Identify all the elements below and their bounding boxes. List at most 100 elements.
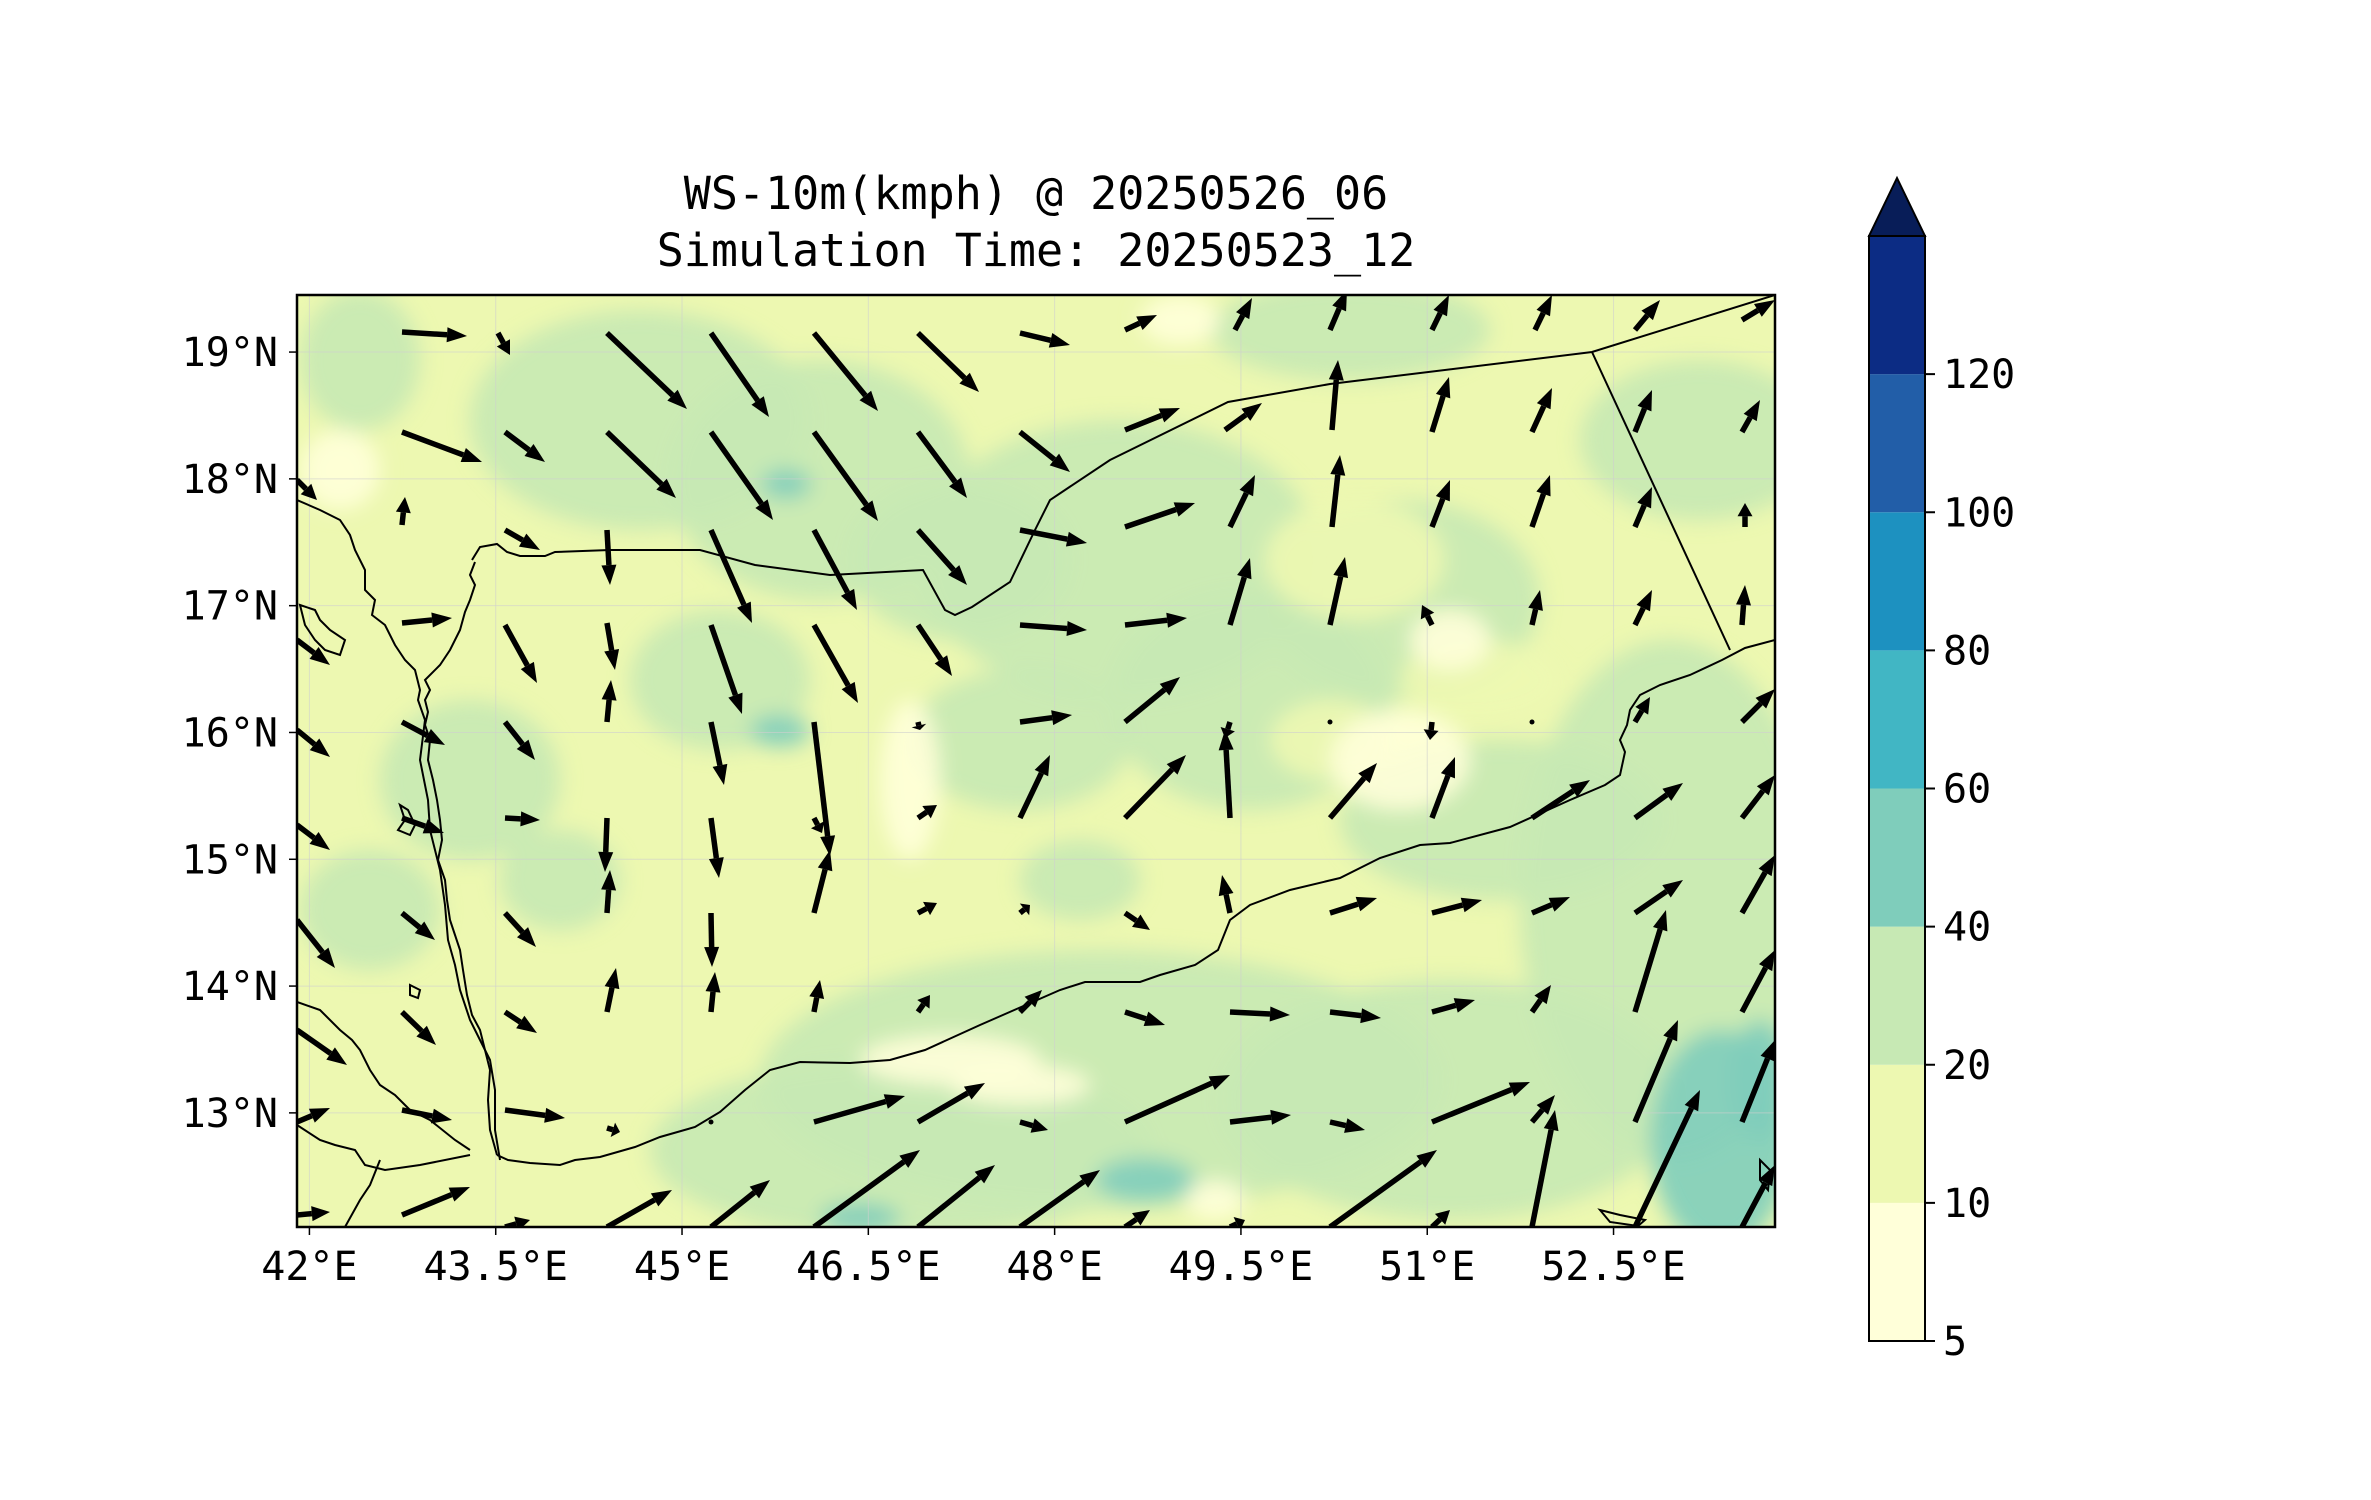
wind-arrow bbox=[811, 331, 878, 411]
wind-arrow bbox=[811, 528, 857, 610]
wind-arrow bbox=[1529, 719, 1535, 725]
colorbar-segment bbox=[1869, 926, 1925, 1065]
wind-arrow bbox=[601, 529, 617, 585]
wind-arrow bbox=[1430, 1210, 1450, 1227]
wind-arrow bbox=[604, 622, 620, 670]
lat-lon-gridlines bbox=[297, 295, 1775, 1227]
wind-arrow bbox=[1328, 360, 1344, 431]
wind-arrow bbox=[915, 430, 967, 498]
wind-arrow bbox=[1632, 390, 1652, 434]
y-tick-label: 18°N bbox=[182, 457, 278, 503]
wind-arrow bbox=[1124, 612, 1187, 628]
wind-arrow bbox=[1218, 730, 1234, 819]
wind-arrow bbox=[503, 1009, 537, 1033]
x-tick-label: 46.5°E bbox=[796, 1244, 941, 1290]
wind-arrow bbox=[812, 1150, 920, 1227]
wind-arrow bbox=[1327, 557, 1349, 626]
wind-arrow bbox=[401, 612, 452, 628]
wind-arrow bbox=[297, 478, 317, 500]
colorbar-segment bbox=[1869, 236, 1925, 375]
wind-arrow bbox=[1328, 1150, 1437, 1227]
wind-arrow bbox=[708, 430, 773, 520]
wind-arrow bbox=[502, 911, 536, 947]
wind-arrow bbox=[708, 817, 724, 878]
wind-arrow bbox=[1429, 295, 1449, 332]
wind-arrow bbox=[1329, 455, 1346, 528]
colorbar: 5 10 20 40 60 80 100 120 bbox=[1867, 175, 2015, 1365]
wind-arrow bbox=[1529, 388, 1552, 434]
wind-arrow bbox=[601, 680, 617, 723]
wind-arrow bbox=[604, 968, 620, 1013]
wind-arrow bbox=[1124, 1009, 1165, 1026]
wind-speed-contour-fill bbox=[300, 295, 1775, 1227]
wind-arrow bbox=[1123, 1075, 1230, 1125]
wind-arrow bbox=[915, 623, 952, 676]
wind-arrow bbox=[1431, 998, 1475, 1015]
wind-arrow bbox=[1736, 585, 1751, 626]
wind-arrow bbox=[708, 528, 752, 623]
wind-arrow bbox=[1018, 990, 1042, 1014]
wind-arrow bbox=[1423, 721, 1439, 740]
wind-arrow bbox=[811, 721, 836, 856]
wind-arrow bbox=[915, 995, 930, 1014]
wind-arrow bbox=[503, 527, 540, 550]
colorbar-tick-label: 60 bbox=[1943, 767, 1991, 813]
wind-arrow bbox=[911, 721, 927, 730]
wind-arrow bbox=[400, 719, 445, 745]
wind-arrow bbox=[708, 721, 728, 785]
wind-arrow bbox=[1739, 855, 1775, 915]
colorbar-tick-label: 10 bbox=[1943, 1181, 1991, 1227]
wind-arrow bbox=[606, 1122, 620, 1137]
colorbar-segment bbox=[1869, 1202, 1925, 1341]
y-tick-label: 16°N bbox=[182, 710, 278, 756]
wind-arrow bbox=[809, 980, 825, 1013]
wind-arrow bbox=[400, 910, 435, 940]
wind-arrow bbox=[502, 623, 537, 683]
wind-arrow bbox=[1223, 403, 1262, 433]
wind-arrow bbox=[605, 430, 676, 498]
wind-arrow bbox=[1740, 300, 1775, 323]
wind-arrow bbox=[297, 822, 330, 850]
wind-arrow bbox=[1018, 1170, 1100, 1227]
wind-arrow bbox=[709, 1180, 770, 1227]
chart-title-line1: WS-10m(kmph) @ 20250526_06 bbox=[684, 167, 1388, 220]
wind-arrow bbox=[401, 815, 444, 834]
wind-arrow bbox=[916, 805, 937, 821]
wind-arrow bbox=[813, 1094, 905, 1125]
wind-arrow bbox=[1632, 590, 1652, 627]
wind-arrow bbox=[297, 727, 330, 757]
wind-arrow bbox=[708, 1119, 714, 1125]
wind-arrow bbox=[1431, 897, 1482, 916]
colorbar-tick-label: 120 bbox=[1943, 352, 2015, 398]
wind-arrow bbox=[916, 1165, 995, 1227]
colorbar-tick-label: 20 bbox=[1943, 1043, 1991, 1089]
wind-arrow bbox=[916, 901, 937, 916]
wind-arrow bbox=[1329, 896, 1377, 916]
wind-arrow bbox=[503, 429, 545, 462]
x-tick-label: 45°E bbox=[634, 1244, 730, 1290]
wind-arrow bbox=[916, 1083, 985, 1125]
wind-arrow bbox=[1420, 605, 1435, 627]
wind-arrow bbox=[297, 918, 335, 968]
wind-arrow bbox=[1430, 1082, 1530, 1125]
x-tick-label: 43.5°E bbox=[423, 1244, 568, 1290]
wind-arrow bbox=[297, 1027, 347, 1065]
map-panel bbox=[297, 295, 1775, 1227]
wind-arrow bbox=[601, 870, 617, 914]
y-tick-label: 15°N bbox=[182, 837, 278, 883]
wind-arrow bbox=[1123, 755, 1186, 820]
wind-arrow bbox=[1327, 763, 1377, 820]
wind-arrow bbox=[401, 429, 482, 462]
wind-arrow bbox=[811, 430, 878, 521]
wind-arrow bbox=[1737, 503, 1753, 527]
wind-arrow bbox=[1740, 689, 1775, 724]
wind-arrow bbox=[1632, 1090, 1700, 1227]
colorbar-tick-label: 5 bbox=[1943, 1319, 1967, 1365]
wind-arrow bbox=[705, 972, 721, 1013]
wind-arrow bbox=[1739, 1040, 1775, 1124]
wind-arrow bbox=[1019, 710, 1072, 726]
x-tick-label: 49.5°E bbox=[1169, 1244, 1314, 1290]
wind-arrow bbox=[1019, 527, 1087, 547]
wind-arrow bbox=[1218, 875, 1234, 914]
wind-arrow bbox=[1329, 1008, 1381, 1024]
